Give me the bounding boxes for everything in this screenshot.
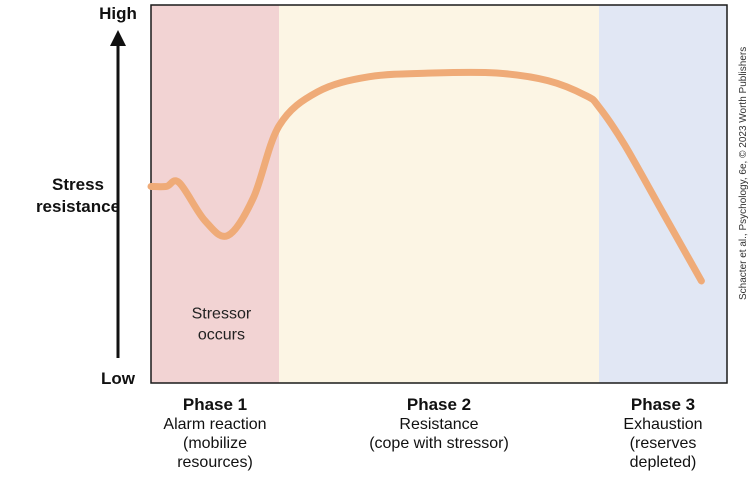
phase-labels: Phase 1 Alarm reaction (mobilize resources)… [163, 395, 702, 471]
annotation-line-2: occurs [198, 327, 245, 344]
phase-3-desc-line-1: Exhaustion [623, 416, 702, 433]
phase-band-2 [279, 5, 599, 383]
y-axis-arrowhead-icon [110, 30, 126, 46]
stressor-annotation: Stressor occurs [192, 306, 252, 344]
phase-3-title: Phase 3 [631, 395, 695, 414]
phase-3-desc-line-2: (reserves [630, 435, 697, 452]
phase-1-desc-line-1: Alarm reaction [163, 416, 266, 433]
y-axis-high-label: High [99, 4, 137, 23]
phase-1-desc-line-3: resources) [177, 454, 253, 471]
phase-bands [151, 5, 727, 383]
phase-1-desc-line-2: (mobilize [183, 435, 247, 452]
phase-3-desc-line-3: depleted) [630, 454, 697, 471]
phase-band-3 [599, 5, 727, 383]
phase-2-desc-line-2: (cope with stressor) [369, 435, 509, 452]
y-axis-title-line-2: resistance [36, 197, 120, 216]
credit-line: Schacter et al., Psychology, 6e, © 2023 … [738, 47, 749, 300]
annotation-line-1: Stressor [192, 306, 252, 323]
stress-resistance-curve [147, 68, 705, 285]
y-axis-title-line-1: Stress [52, 175, 104, 194]
phase-1-title: Phase 1 [183, 395, 247, 414]
phase-2-title: Phase 2 [407, 395, 471, 414]
phase-2-desc-line-1: Resistance [399, 416, 478, 433]
plot-frame [150, 4, 728, 384]
y-axis-low-label: Low [101, 369, 136, 388]
